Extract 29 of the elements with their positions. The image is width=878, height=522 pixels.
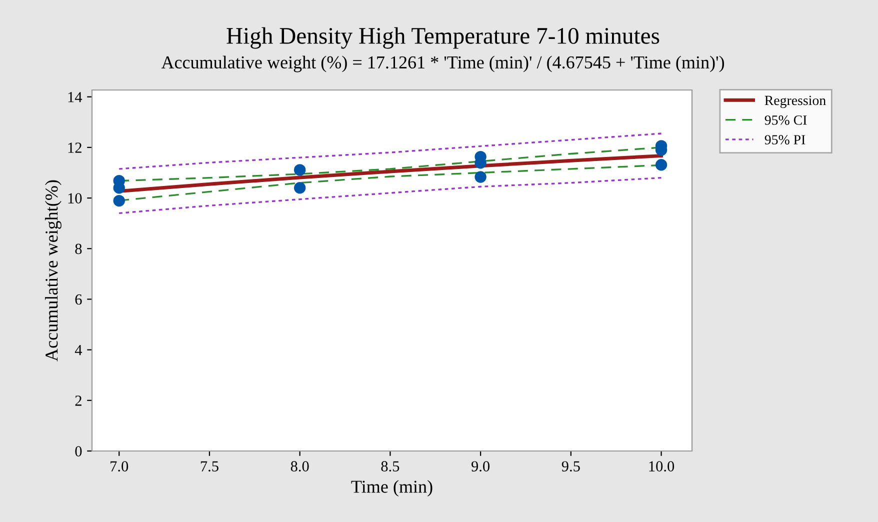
legend-label: Regression	[764, 96, 826, 108]
y-tick-label: 0	[75, 446, 82, 456]
y-axis-title: Accumulative weight(%)	[45, 180, 62, 362]
line-series	[118, 132, 662, 170]
line-series	[118, 176, 662, 214]
point	[655, 159, 668, 171]
x-axis-title: Time (min)	[351, 480, 432, 497]
y-tick-label: 14	[68, 92, 82, 102]
x-tick-label: 9.5	[562, 461, 580, 472]
x-tick-label: 7.5	[200, 461, 218, 472]
y-tick-label: 2	[75, 396, 82, 406]
y-tick-label: 6	[75, 294, 82, 305]
x-tick-label: 10.0	[649, 461, 674, 472]
x-tick-label: 8.0	[290, 461, 309, 472]
x-tick-label: 9.0	[471, 461, 490, 472]
chart-title: High Density High Temperature 7-10 minutes	[226, 27, 660, 49]
point	[294, 182, 306, 194]
x-tick-label: 8.5	[381, 461, 400, 472]
y-tick-label: 8	[75, 244, 82, 254]
point	[474, 171, 486, 183]
y-tick-label: 12	[68, 142, 82, 153]
legend-label: 95% PI	[764, 135, 806, 144]
y-tick-label: 4	[74, 345, 82, 356]
point	[294, 164, 306, 176]
y-tick-label: 10	[68, 193, 82, 204]
point	[113, 194, 125, 207]
chart-subtitle: Accumulative weight (%) = 17.1261 * 'Time (min)' / (4.67545 + 'Time (min)')	[161, 56, 724, 72]
legend-label: 95% CI	[764, 115, 807, 125]
x-tick-label: 7.0	[110, 461, 128, 472]
